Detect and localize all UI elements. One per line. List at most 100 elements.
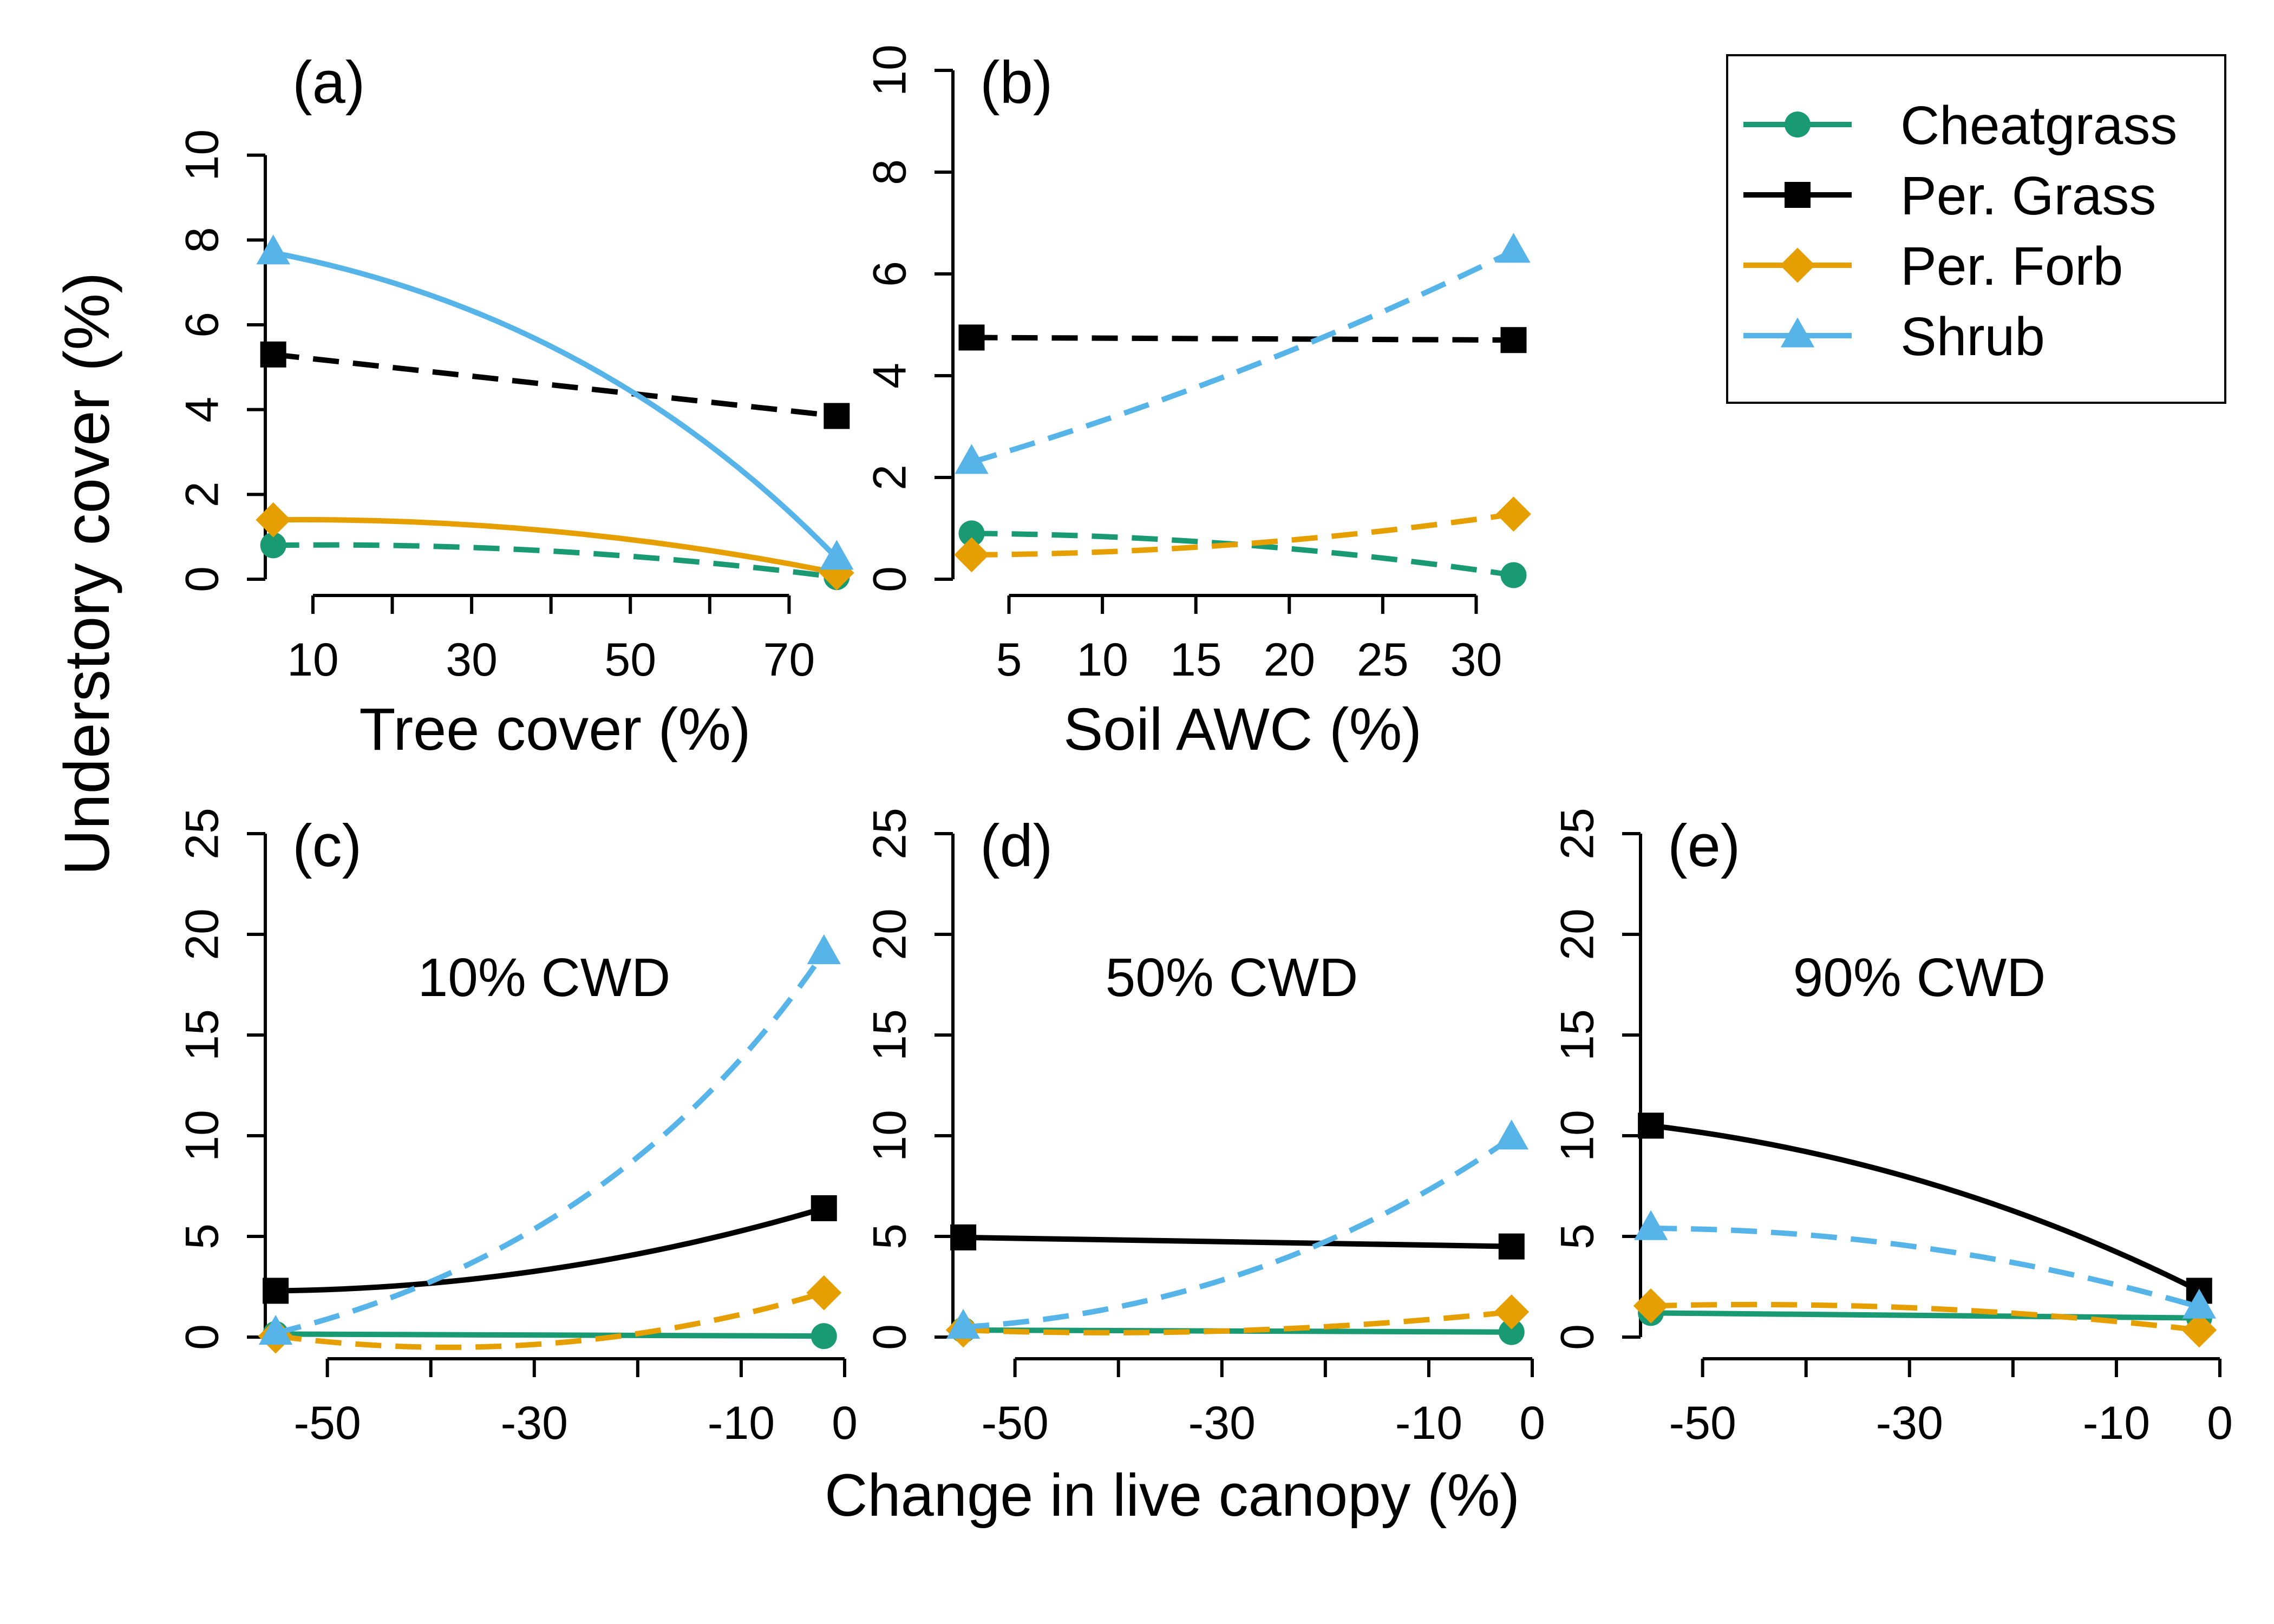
series-line-per-forb <box>963 1309 1512 1335</box>
data-point-triangle <box>256 234 290 265</box>
x-tick-label: -50 <box>293 1397 361 1449</box>
legend-marker-diamond <box>1780 247 1815 283</box>
x-tick-label: -10 <box>1395 1397 1462 1449</box>
y-tick-label: 2 <box>177 481 228 507</box>
x-axis-label: Soil AWC (%) <box>1063 696 1422 763</box>
panel-c: 0 5 10 15 20 25 -50 -30 -10 0 (c) 10% CWD <box>177 808 858 1449</box>
x-tick-label: -10 <box>708 1397 775 1449</box>
legend: Cheatgrass Per. Grass Per. Forb Shrub <box>1726 54 2226 404</box>
data-point-diamond <box>2181 1312 2217 1348</box>
series-line-shrub <box>275 951 826 1336</box>
series-line-per-grass <box>963 1234 1512 1249</box>
panel-label: (c) <box>292 813 362 879</box>
x-axis-label: Tree cover (%) <box>359 696 750 763</box>
series-line-cheatgrass <box>276 1331 824 1339</box>
series-line-per-forb <box>971 511 1514 558</box>
y-tick-label: 4 <box>177 397 228 423</box>
panel-label: (d) <box>980 813 1053 879</box>
y-tick-label: 0 <box>177 1324 228 1350</box>
data-point-square <box>958 324 985 351</box>
data-point-triangle <box>1497 233 1531 263</box>
y-tick-label: 10 <box>864 44 916 96</box>
y-tick-label: 8 <box>177 227 228 253</box>
data-point-square <box>811 1195 837 1221</box>
x-tick-label: 15 <box>1170 634 1222 686</box>
x-tick-label: -50 <box>1669 1397 1736 1449</box>
y-tick-label: 2 <box>864 464 916 490</box>
legend-label: Cheatgrass <box>1900 95 2177 156</box>
legend-label: Per. Forb <box>1900 236 2123 297</box>
panel-d: 0 5 10 15 20 25 -50 -30 -10 0 Change in live canop… <box>825 808 1545 1529</box>
legend-marker-triangle <box>1780 317 1815 348</box>
series-line-shrub <box>971 248 1515 465</box>
x-tick-label: -30 <box>501 1397 568 1449</box>
data-point-triangle <box>1633 1210 1668 1240</box>
series-line-per-forb <box>273 517 838 576</box>
y-tick-label: 25 <box>177 808 228 860</box>
x-tick-label: 70 <box>763 634 815 686</box>
x-tick-label: 25 <box>1357 634 1409 686</box>
series-line-shrub <box>1651 1226 2200 1310</box>
y-tick-label: 0 <box>177 566 228 592</box>
legend-marker-square <box>1785 182 1811 208</box>
y-tick-label: 4 <box>864 363 916 389</box>
data-point-triangle <box>258 1314 293 1345</box>
data-point-square <box>1498 1233 1525 1260</box>
y-tick-label: 20 <box>177 908 228 960</box>
data-point-square <box>1638 1112 1664 1139</box>
panel-annotation: 50% CWD <box>1106 947 1358 1008</box>
data-point-square <box>950 1224 977 1250</box>
x-tick-label: -30 <box>1188 1397 1256 1449</box>
x-axis-label: Change in live canopy (%) <box>825 1462 1520 1529</box>
y-tick-label: 5 <box>177 1223 228 1249</box>
series-line-cheatgrass <box>971 531 1514 578</box>
x-tick-label: 30 <box>446 634 498 686</box>
x-tick-label: 50 <box>604 634 656 686</box>
panel-label: (a) <box>292 49 365 116</box>
data-point-circle <box>1500 562 1527 588</box>
shared-y-axis-label: Understory cover (%) <box>51 272 123 876</box>
series-line-per-grass <box>273 351 837 419</box>
y-tick-label: 25 <box>864 808 916 860</box>
data-point-square <box>1500 327 1527 353</box>
series-line-shrub <box>963 1135 1513 1330</box>
x-tick-label: 10 <box>287 634 339 686</box>
data-point-diamond <box>806 1275 842 1311</box>
panel-annotation: 10% CWD <box>418 947 671 1008</box>
x-tick-label: 0 <box>2207 1397 2233 1449</box>
series-line-per-forb <box>275 1290 825 1350</box>
y-tick-label: 10 <box>177 1110 228 1162</box>
legend-label: Shrub <box>1900 306 2045 367</box>
y-tick-label: 20 <box>1552 908 1604 960</box>
series-line-shrub <box>272 250 839 560</box>
data-point-diamond <box>256 502 291 538</box>
y-tick-label: 0 <box>864 1324 916 1350</box>
y-tick-label: 8 <box>864 159 916 185</box>
data-point-diamond <box>954 537 989 573</box>
data-point-triangle <box>1494 1119 1528 1150</box>
panel-label: (e) <box>1668 813 1740 879</box>
data-point-square <box>824 403 850 429</box>
series-line-cheatgrass <box>273 542 837 580</box>
y-tick-label: 15 <box>1552 1009 1604 1061</box>
y-tick-label: 6 <box>864 261 916 287</box>
y-tick-label: 25 <box>1552 808 1604 860</box>
series-line-cheatgrass <box>1651 1310 2199 1321</box>
y-tick-label: 6 <box>177 312 228 338</box>
data-point-triangle <box>820 540 854 570</box>
panel-e: 0 5 10 15 20 25 -50 -30 -10 0 (e) 90% CWD <box>1552 808 2233 1449</box>
x-tick-label: 0 <box>1519 1397 1545 1449</box>
y-tick-label: 5 <box>1552 1223 1604 1249</box>
series-line-per-grass <box>971 335 1514 343</box>
y-tick-label: 10 <box>177 129 228 181</box>
panel-label: (b) <box>980 49 1053 116</box>
y-tick-label: 5 <box>864 1223 916 1249</box>
x-tick-label: 10 <box>1076 634 1128 686</box>
x-tick-label: -10 <box>2083 1397 2150 1449</box>
series-line-per-forb <box>1650 1301 2200 1333</box>
series-line-per-grass <box>1650 1123 2201 1293</box>
x-tick-label: 30 <box>1450 634 1502 686</box>
